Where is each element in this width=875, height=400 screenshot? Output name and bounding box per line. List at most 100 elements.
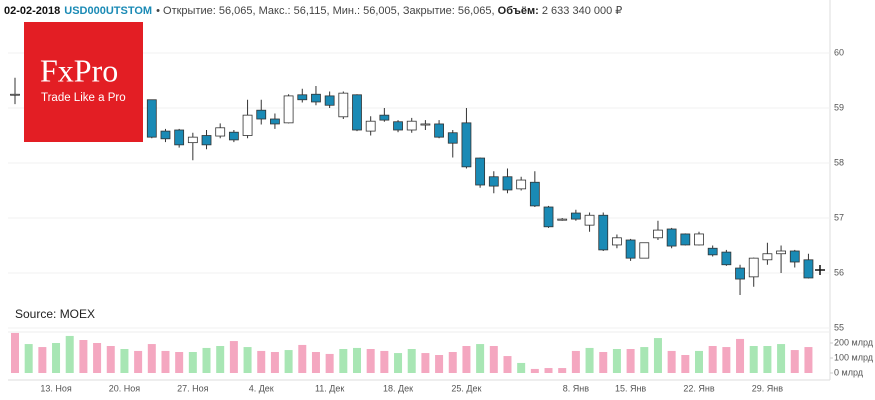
volume-bar [530, 368, 539, 373]
volume-bar [380, 350, 389, 373]
candle-body [748, 257, 759, 278]
volume-bar [558, 368, 567, 373]
volume-bar [489, 346, 498, 373]
candle-body [174, 129, 185, 146]
volume-bar [571, 350, 580, 373]
volume-bar [695, 350, 703, 373]
volume-bar [120, 349, 129, 373]
candle-body [639, 242, 650, 259]
volume-bar [11, 332, 19, 373]
header-volume-value: 2 633 340 000 ₽ [541, 5, 623, 17]
volume-bar [626, 349, 635, 373]
candle-body [447, 132, 458, 144]
volume-bar [640, 347, 649, 373]
candle-body [653, 229, 663, 239]
candle-body [735, 267, 745, 280]
volume-bar [503, 356, 512, 373]
candle-body [461, 122, 472, 168]
volume-bar [421, 353, 430, 373]
header-volume-label: Объём: [497, 5, 539, 17]
x-tick-label: 13. Ноя [40, 383, 72, 393]
volume-bar [147, 344, 156, 373]
candle-body [776, 250, 786, 255]
volume-bar [394, 353, 403, 373]
volume-bar [517, 362, 526, 373]
candle-body [721, 251, 732, 266]
candle-body [283, 95, 294, 124]
volume-bar [79, 340, 88, 373]
volume-bar [298, 344, 307, 373]
volume-bar [216, 346, 225, 373]
x-tick-label: 27. Ноя [177, 383, 209, 393]
volume-bar [476, 344, 485, 373]
y-tick-label: 60 [834, 47, 844, 57]
candle-body [146, 99, 157, 138]
volume-bar [736, 338, 745, 373]
candle-body [201, 135, 212, 146]
volume-bar [106, 346, 115, 373]
volume-bar [407, 349, 416, 373]
candle-body [365, 120, 376, 132]
volume-bar [325, 353, 334, 373]
volume-bar [202, 347, 211, 373]
candle-body [242, 114, 253, 136]
candle-body [789, 250, 800, 263]
candle-body [598, 214, 609, 251]
candle-body [584, 214, 595, 226]
candle-body [228, 131, 239, 141]
volume-bar [653, 338, 662, 373]
candle-body [393, 121, 403, 131]
volume-bar [52, 343, 61, 373]
y-tick-label: 100 млрд [834, 352, 874, 362]
x-tick-label: 29. Янв [752, 383, 783, 393]
candle-body [338, 92, 349, 118]
volume-bar [435, 355, 444, 373]
volume-bar [257, 350, 266, 373]
candle-body [324, 95, 335, 106]
x-tick-label: 4. Дек [249, 383, 274, 393]
candle-body [187, 136, 198, 144]
candle-body [352, 94, 362, 131]
volume-bar [24, 344, 33, 373]
candle-body [762, 253, 773, 261]
volume-bar [708, 346, 717, 373]
header-date: 02-02-2018 [4, 5, 61, 17]
volume-bar [599, 352, 608, 373]
x-tick-label: 18. Дек [383, 383, 413, 393]
candle-body [612, 237, 622, 246]
y-tick-label: 59 [834, 102, 844, 112]
volume-bar [763, 346, 772, 373]
volume-bar [749, 346, 758, 373]
candle-body [516, 179, 527, 190]
volume-bar [448, 352, 457, 373]
volume-bar [284, 350, 293, 373]
candle-body [707, 247, 718, 256]
last-price-marker [815, 265, 825, 275]
volume-bar [161, 350, 170, 373]
volume-bar [311, 352, 320, 373]
candle-body [10, 93, 20, 96]
header-info: • Открытие: 56,065, Макс.: 56,115, Мин.:… [156, 5, 495, 17]
candle-body [475, 157, 486, 186]
candle-body [297, 94, 308, 101]
y-tick-label: 55 [834, 322, 844, 332]
candle-body [570, 212, 581, 220]
y-tick-label: 0 млрд [834, 367, 864, 377]
volume-bar [544, 368, 553, 373]
candle-body [488, 176, 499, 187]
x-tick-label: 20. Ноя [109, 383, 141, 393]
x-tick-label: 15. Янв [615, 383, 646, 393]
volume-bar [134, 350, 143, 373]
candle-body [557, 218, 568, 221]
x-tick-label: 8. Янв [563, 383, 589, 393]
candle-body [502, 176, 513, 191]
volume-bar [790, 350, 799, 373]
y-tick-label: 58 [834, 157, 844, 167]
source: Source: MOEX [15, 307, 95, 321]
x-tick-label: 22. Янв [683, 383, 714, 393]
logo-name: FxPro [40, 52, 118, 88]
volume-bar [585, 347, 594, 373]
volume-bar [38, 347, 47, 373]
x-tick-label: 11. Дек [315, 383, 344, 393]
